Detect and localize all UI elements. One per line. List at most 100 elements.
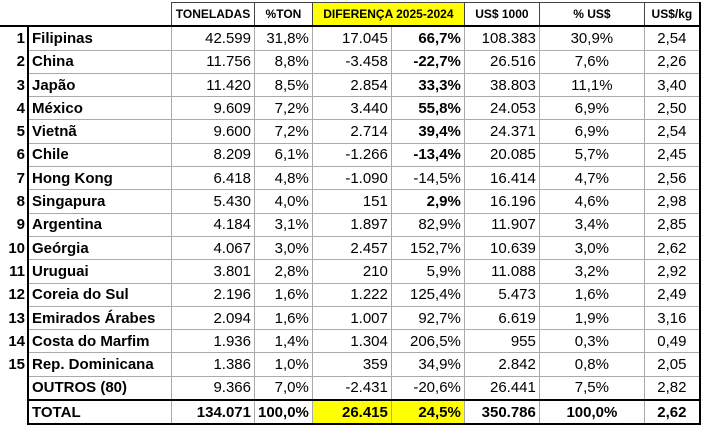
dif-cell: 1.007	[311, 305, 392, 331]
rank-number: 8	[16, 193, 25, 211]
country-name: Singapura	[27, 189, 172, 214]
dif-pct-cell: 66,7%	[390, 25, 465, 51]
table-row: 3 Japão 11.420 8,5% 2.854 33,3% 38.803 11,1% 3,4…	[0, 72, 701, 98]
usd-kg-cell: 3,40	[643, 72, 701, 98]
header-blank	[28, 2, 172, 28]
toneladas-cell: 4.184	[171, 212, 255, 237]
toneladas-cell: 9.609	[171, 96, 255, 121]
rank-number: 14	[8, 332, 25, 350]
dif-cell: 2.714	[311, 119, 392, 144]
usd-cell: 24.371	[463, 119, 540, 144]
pct-usd-cell: 1,6%	[538, 282, 645, 307]
table-row: 5 Vietnã 9.600 7,2% 2.714 39,4% 24.371 6,9% 2,54	[0, 119, 701, 144]
rank-number: 6	[16, 146, 25, 164]
table-row: 15 Rep. Dominicana 1.386 1,0% 359 34,9% 2.842 0…	[0, 352, 701, 377]
usd-kg-cell: 0,49	[643, 329, 701, 354]
country-name: Argentina	[27, 212, 172, 237]
pct-usd-cell: 4,6%	[538, 189, 645, 214]
usd-kg-cell: 2,54	[643, 25, 701, 51]
dif-cell: -2.431	[311, 375, 392, 401]
total-row: TOTAL 134.071 100,0% 26.415 24,5% 350.78…	[0, 399, 701, 425]
pct-usd-cell: 7,6%	[538, 49, 645, 74]
pct-ton-cell: 8,5%	[254, 72, 313, 98]
country-name: Costa do Marfim	[27, 329, 172, 354]
pct-usd-cell: 3,0%	[538, 235, 645, 261]
pct-usd-cell: 3,4%	[538, 212, 645, 237]
usd-cell: 5.473	[463, 282, 540, 307]
header-pct-usd: % US$	[538, 2, 645, 28]
usd-cell: 11.088	[463, 259, 540, 284]
table-row: 7 Hong Kong 6.418 4,8% -1.090 -14,5% 16.414 4,7…	[0, 166, 701, 191]
pct-usd-cell: 0,8%	[538, 352, 645, 377]
dif-cell: -1.266	[311, 142, 392, 168]
total-pct-usd: 100,0%	[538, 399, 645, 425]
country-name: Vietnã	[27, 119, 172, 144]
dif-pct-cell: -14,5%	[390, 166, 465, 191]
pct-usd-cell: 11,1%	[538, 72, 645, 98]
pct-ton-cell: 7,2%	[254, 96, 313, 121]
table-row: OUTROS (80) 9.366 7,0% -2.431 -20,6% 26.441 7,…	[0, 375, 701, 401]
pct-usd-cell: 4,7%	[538, 166, 645, 191]
pct-ton-cell: 4,0%	[254, 189, 313, 214]
usd-cell: 38.803	[463, 72, 540, 98]
dif-cell: -1.090	[311, 166, 392, 191]
country-name: Coreia do Sul	[27, 282, 172, 307]
toneladas-cell: 3.801	[171, 259, 255, 284]
usd-kg-cell: 2,49	[643, 282, 701, 307]
dif-cell: 2.854	[311, 72, 392, 98]
pct-usd-cell: 30,9%	[538, 25, 645, 51]
header-diferenca: DIFERENÇA 2025-2024	[311, 2, 465, 28]
dif-pct-cell: 39,4%	[390, 119, 465, 144]
usd-cell: 108.383	[463, 25, 540, 51]
usd-kg-cell: 2,85	[643, 212, 701, 237]
total-dif-pct: 24,5%	[390, 399, 465, 425]
usd-kg-cell: 2,56	[643, 166, 701, 191]
dif-pct-cell: 82,9%	[390, 212, 465, 237]
usd-cell: 16.196	[463, 189, 540, 214]
table-row: 8 Singapura 5.430 4,0% 151 2,9% 16.196 4,6% 2,98	[0, 189, 701, 214]
pct-ton-cell: 1,6%	[254, 305, 313, 331]
dif-pct-cell: 2,9%	[390, 189, 465, 214]
table-row: 1 Filipinas 42.599 31,8% 17.045 66,7% 108.383 3…	[0, 25, 701, 51]
toneladas-cell: 8.209	[171, 142, 255, 168]
pct-usd-cell: 6,9%	[538, 119, 645, 144]
pct-usd-cell: 6,9%	[538, 96, 645, 121]
header-toneladas: TONELADAS	[171, 2, 255, 28]
rank-number: 12	[8, 286, 25, 304]
dif-cell: 3.440	[311, 96, 392, 121]
pct-usd-cell: 1,9%	[538, 305, 645, 331]
rank-number: 9	[16, 216, 25, 234]
country-name: OUTROS (80)	[27, 375, 172, 401]
usd-cell: 26.516	[463, 49, 540, 74]
table-row: 4 México 9.609 7,2% 3.440 55,8% 24.053 6,9% 2,50	[0, 96, 701, 121]
table-row: 6 Chile 8.209 6,1% -1.266 -13,4% 20.085 5,7% 2,4…	[0, 142, 701, 168]
usd-kg-cell: 2,82	[643, 375, 701, 401]
toneladas-cell: 1.936	[171, 329, 255, 354]
rank-number: 4	[16, 99, 25, 117]
dif-pct-cell: 5,9%	[390, 259, 465, 284]
dif-pct-cell: 206,5%	[390, 329, 465, 354]
pct-ton-cell: 8,8%	[254, 49, 313, 74]
total-label: TOTAL	[27, 399, 172, 425]
pct-ton-cell: 31,8%	[254, 25, 313, 51]
country-name: Chile	[27, 142, 172, 168]
usd-cell: 955	[463, 329, 540, 354]
country-name: Filipinas	[27, 25, 172, 51]
usd-cell: 2.842	[463, 352, 540, 377]
usd-cell: 16.414	[463, 166, 540, 191]
dif-cell: 151	[311, 189, 392, 214]
toneladas-cell: 11.420	[171, 72, 255, 98]
total-dif: 26.415	[311, 399, 392, 425]
usd-kg-cell: 2,54	[643, 119, 701, 144]
usd-kg-cell: 2,92	[643, 259, 701, 284]
rank-number	[0, 376, 28, 400]
dif-cell: 2.457	[311, 235, 392, 261]
country-name: Geórgia	[27, 235, 172, 261]
country-name: Japão	[27, 72, 172, 98]
pct-usd-cell: 3,2%	[538, 259, 645, 284]
rank-number: 7	[16, 169, 25, 187]
rank-number: 5	[16, 123, 25, 141]
dif-cell: -3.458	[311, 49, 392, 74]
pct-ton-cell: 2,8%	[254, 259, 313, 284]
total-pct-ton: 100,0%	[254, 399, 313, 425]
